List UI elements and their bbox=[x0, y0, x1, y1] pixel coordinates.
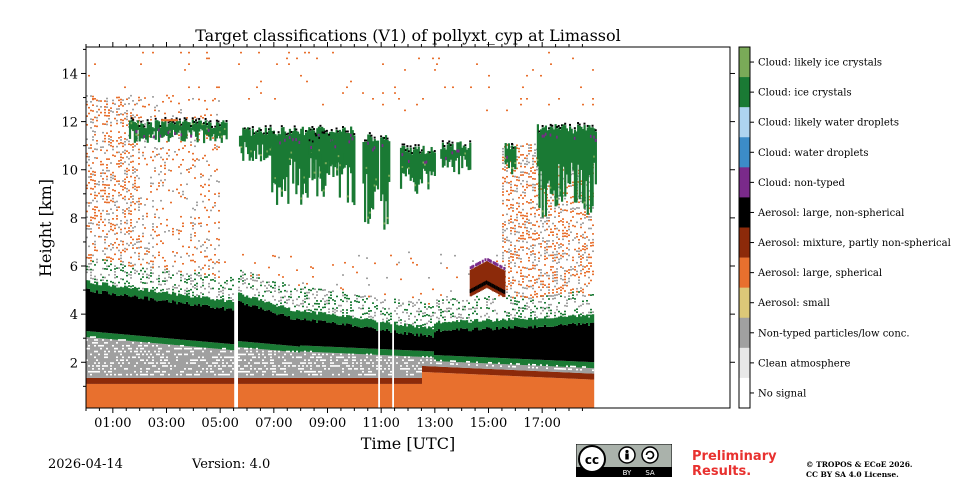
footer-version: Version: 4.0 bbox=[192, 457, 271, 472]
x-tick-label: 17:00 bbox=[523, 416, 560, 431]
preliminary-line-2: Results. bbox=[692, 464, 752, 479]
x-tick-label: 11:00 bbox=[362, 416, 399, 431]
y-axis: 2 4 6 8 10 12 14 bbox=[61, 48, 735, 387]
colorbar-swatch bbox=[739, 257, 750, 288]
sa-label: SA bbox=[645, 469, 655, 477]
by-label: BY bbox=[623, 469, 632, 477]
colorbar-swatch bbox=[739, 197, 750, 228]
colorbar-swatch bbox=[739, 137, 750, 168]
colorbar-label: Cloud: non-typed bbox=[758, 178, 846, 189]
colorbar-swatch bbox=[739, 287, 750, 319]
y-tick-label: 10 bbox=[61, 164, 78, 179]
colorbar-label: Aerosol: large, spherical bbox=[757, 268, 882, 279]
x-axis-label: Time [UTC] bbox=[361, 434, 455, 453]
y-tick-label: 4 bbox=[70, 308, 78, 323]
preliminary-results-notice: Preliminary Results. bbox=[692, 449, 777, 479]
footer-date: 2026-04-14 bbox=[48, 457, 123, 472]
y-axis-label: Height [km] bbox=[36, 179, 55, 277]
x-tick-label: 09:00 bbox=[309, 416, 346, 431]
colorbar-label: Aerosol: large, non-spherical bbox=[757, 208, 904, 219]
colorbar: Cloud: likely ice crystals Cloud: ice cry… bbox=[738, 46, 951, 409]
y-tick-label: 14 bbox=[61, 67, 78, 82]
colorbar-swatch bbox=[739, 107, 750, 138]
y-tick-label: 2 bbox=[70, 356, 78, 371]
colorbar-swatch bbox=[739, 47, 750, 78]
y-tick-label: 12 bbox=[61, 116, 78, 131]
classification-cells bbox=[86, 51, 597, 408]
cc-icon bbox=[578, 445, 606, 473]
colorbar-swatch bbox=[739, 77, 750, 108]
license-line-1: © TROPOS & ECoE 2026. bbox=[806, 460, 913, 469]
license-notice: © TROPOS & ECoE 2026. CC BY SA 4.0 Licen… bbox=[806, 460, 913, 480]
x-axis: 01:00 03:00 05:00 07:00 09:00 11:00 13:00 15:00… bbox=[85, 42, 583, 431]
sa-icon bbox=[641, 446, 659, 464]
colorbar-label: No signal bbox=[758, 388, 806, 399]
colorbar-swatch bbox=[739, 347, 750, 379]
colorbar-label: Aerosol: mixture, partly non-spherical bbox=[757, 238, 951, 249]
license-line-2: CC BY SA 4.0 License. bbox=[806, 470, 899, 479]
colorbar-label: Clean atmosphere bbox=[758, 358, 851, 369]
x-tick-label: 15:00 bbox=[470, 416, 507, 431]
x-tick-label: 13:00 bbox=[416, 416, 453, 431]
colorbar-label: Aerosol: small bbox=[757, 298, 830, 309]
colorbar-label: Cloud: ice crystals bbox=[758, 88, 852, 99]
x-tick-label: 07:00 bbox=[255, 416, 292, 431]
colorbar-label: Cloud: likely ice crystals bbox=[758, 58, 882, 69]
x-tick-label: 05:00 bbox=[201, 416, 238, 431]
colorbar-label: Cloud: likely water droplets bbox=[758, 118, 899, 129]
colorbar-label: Cloud: water droplets bbox=[758, 148, 869, 159]
x-tick-label: 03:00 bbox=[148, 416, 185, 431]
colorbar-label: Non-typed particles/low conc. bbox=[758, 328, 910, 339]
cc-icon-label: cc bbox=[585, 453, 599, 467]
plot-area bbox=[86, 51, 597, 408]
cc-license-badge[interactable]: cc BY SA bbox=[576, 444, 672, 477]
colorbar-swatch bbox=[739, 377, 750, 409]
colorbar-swatch bbox=[739, 317, 750, 349]
x-tick-label: 01:00 bbox=[94, 416, 131, 431]
preliminary-line-1: Preliminary bbox=[692, 449, 777, 464]
chart-title: Target classifications (V1) of pollyxt_c… bbox=[195, 26, 621, 45]
y-tick-label: 6 bbox=[70, 260, 78, 275]
colorbar-frame bbox=[738, 46, 751, 409]
colorbar-swatch bbox=[739, 227, 750, 258]
y-tick-label: 8 bbox=[70, 212, 78, 227]
colorbar-swatch bbox=[739, 167, 750, 198]
